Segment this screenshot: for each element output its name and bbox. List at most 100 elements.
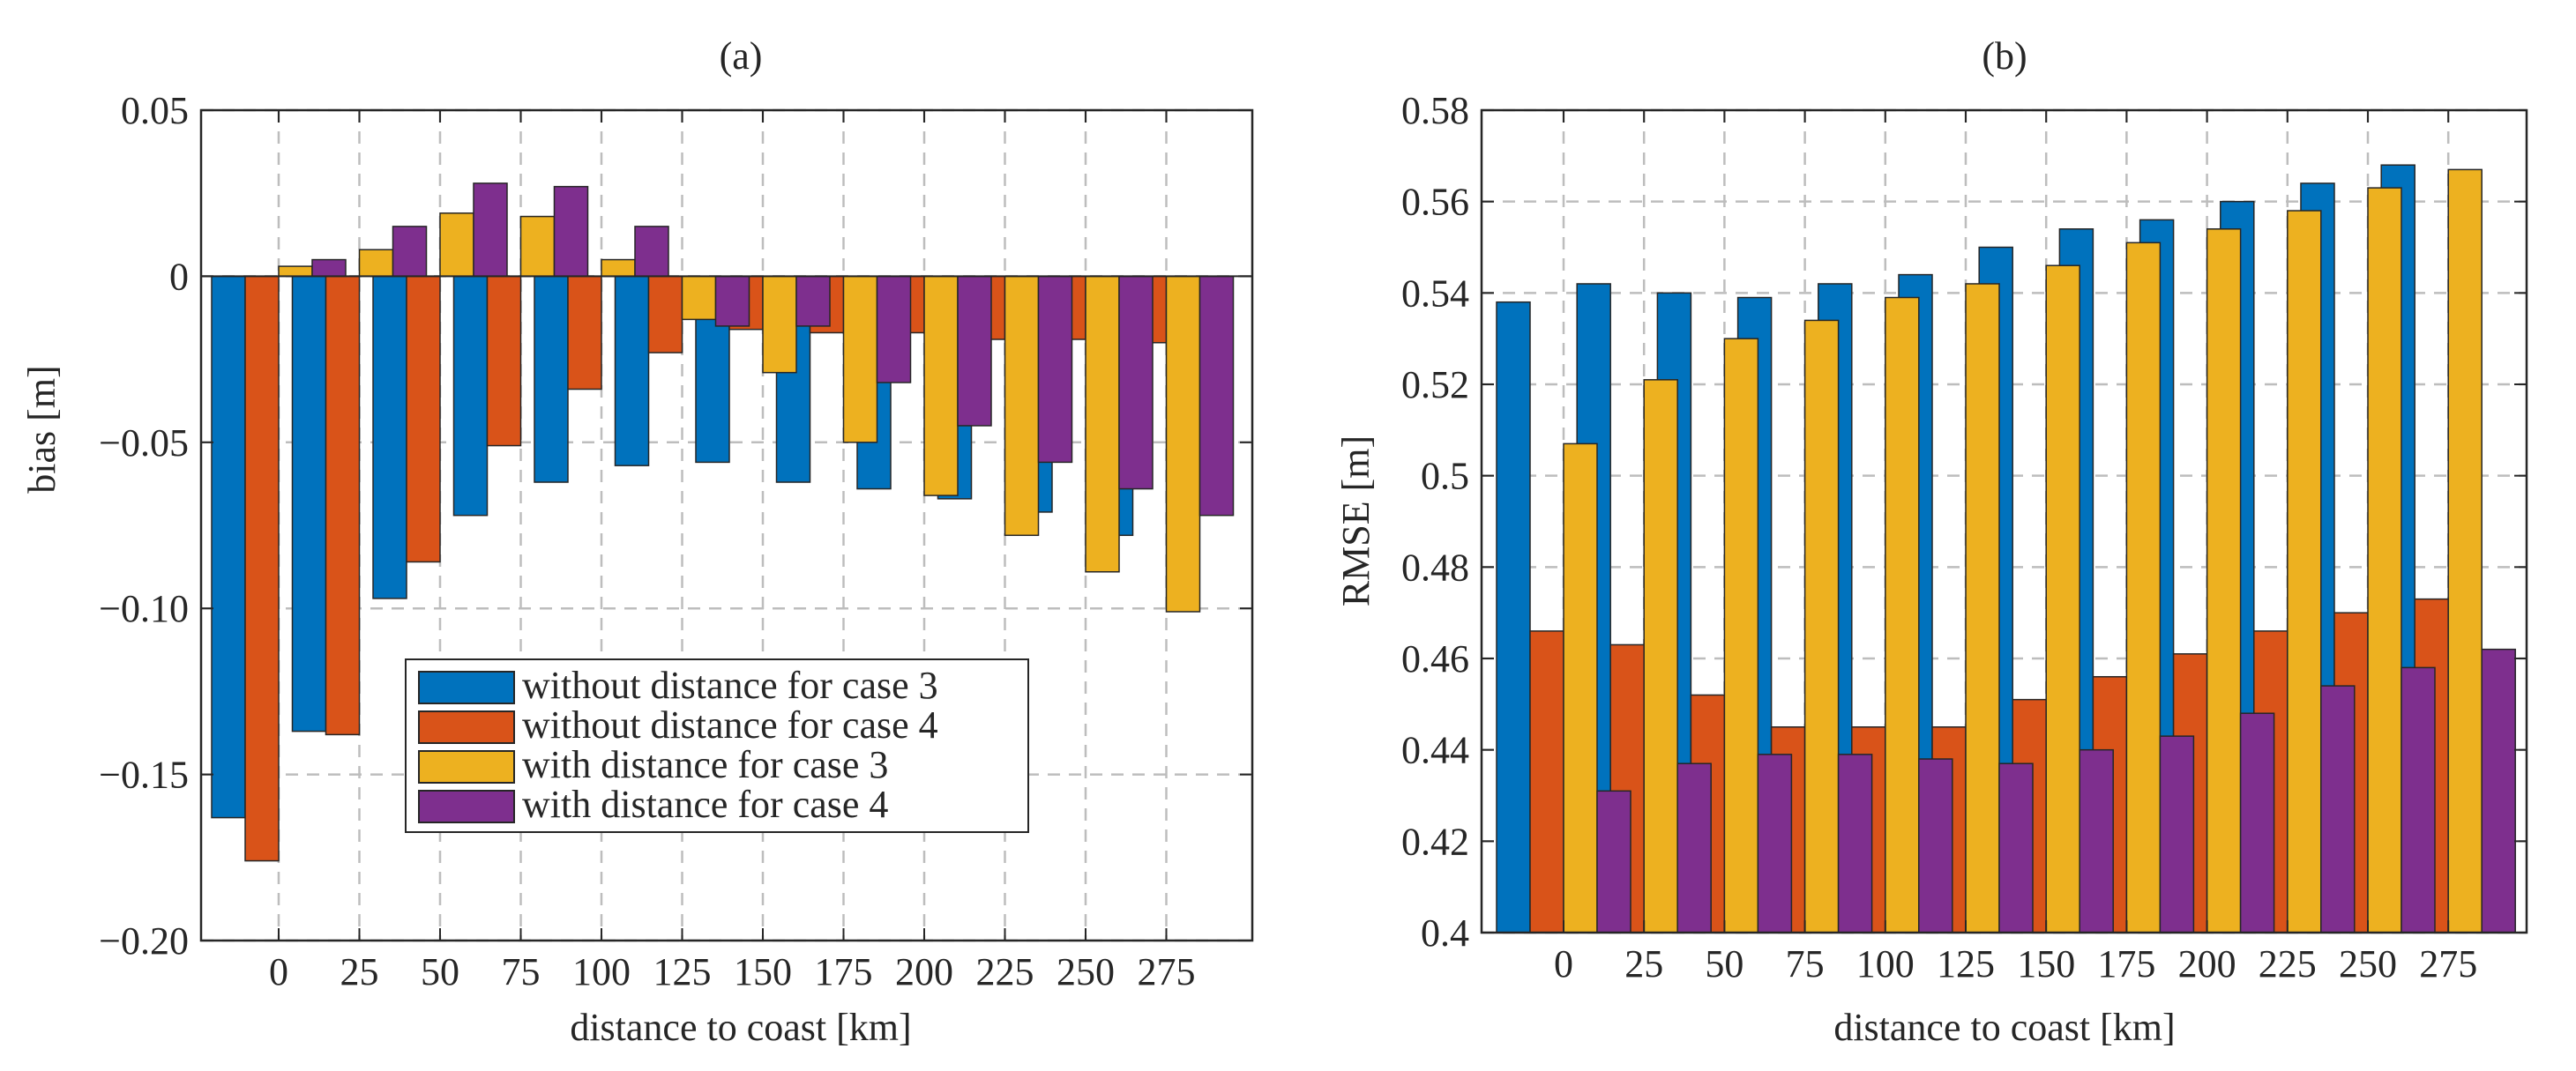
x-tick-label: 50: [1705, 942, 1743, 985]
bar-series-1-cat-100: [534, 275, 569, 483]
panel-a: (a) distance to coast [km] bias [m] 0.05…: [20, 34, 1254, 1049]
bar-series-3-cat-200: [923, 275, 959, 496]
y-tick-label: 0.05: [121, 89, 189, 132]
bar-series-1-cat-125: [614, 275, 650, 466]
panel-a-yticks: 0.05 0 −0.05 −0.10 −0.15 −0.20: [99, 89, 189, 963]
y-tick-label: 0.54: [1401, 271, 1469, 315]
x-tick-label: 150: [734, 950, 792, 993]
bar-series-4-cat-250: [2401, 666, 2436, 933]
x-tick-label: 275: [1138, 950, 1196, 993]
x-tick-label: 150: [2017, 942, 2075, 985]
y-tick-label: −0.10: [99, 587, 189, 630]
bar-series-4-cat-50: [473, 182, 508, 278]
x-tick-label: 0: [269, 950, 288, 993]
panel-b-xlabel: distance to coast [km]: [1833, 1006, 2175, 1049]
panel-b: (b) distance to coast [km] RMSE [m] 0.58…: [1334, 34, 2528, 1049]
bar-series-3-cat-50: [1723, 338, 1759, 933]
bar-series-4-cat-175: [2159, 735, 2195, 933]
bar-series-3-cat-275: [2447, 168, 2483, 933]
bar-series-3-cat-100: [601, 258, 636, 278]
y-tick-label: 0.56: [1401, 181, 1469, 224]
x-tick-label: 75: [502, 950, 541, 993]
bar-series-3-cat-50: [439, 212, 474, 278]
bar-series-3-cat-100: [1885, 296, 1920, 933]
bar-series-3-cat-250: [2367, 187, 2402, 933]
panel-a-xlabel: distance to coast [km]: [570, 1006, 911, 1049]
x-tick-label: 75: [1786, 942, 1825, 985]
x-tick-label: 100: [572, 950, 631, 993]
bar-series-3-cat-175: [2125, 242, 2162, 933]
bar-series-4-cat-0: [311, 258, 347, 278]
bar-series-3-cat-25: [358, 249, 394, 278]
bar-series-4-cat-250: [1118, 275, 1154, 490]
legend-label-1: without distance for case 4: [522, 703, 938, 747]
legend-label-0: without distance for case 3: [522, 664, 938, 707]
y-tick-label: −0.15: [99, 754, 189, 797]
bar-series-3-cat-25: [1643, 379, 1678, 933]
x-tick-label: 250: [2339, 942, 2397, 985]
axes-box: [199, 108, 1254, 942]
bar-series-1-cat-25: [291, 275, 327, 733]
bar-series-4-cat-200: [2239, 712, 2275, 933]
x-tick-label: 125: [653, 950, 712, 993]
bar-series-3-cat-275: [1165, 275, 1201, 613]
bar-series-1-cat-0: [1496, 301, 1531, 933]
bar-series-2-cat-100: [567, 275, 602, 390]
panel-b-yticks: 0.58 0.56 0.54 0.52 0.5 0.48 0.46 0.44 0.42 0.4: [1401, 89, 1469, 955]
y-tick-label: 0.42: [1401, 820, 1469, 863]
panel-b-axes: [1480, 108, 2528, 934]
bar-series-4-cat-25: [392, 226, 428, 278]
x-tick-label: 100: [1856, 942, 1915, 985]
bar-series-4-cat-150: [2079, 748, 2114, 933]
panel-a-legend: without distance for case 3 without dist…: [405, 658, 1029, 833]
panel-b-xticks: 0 25 50 75 100 125 150 175 200 225 250 275: [1554, 942, 2477, 985]
y-tick-label: 0.52: [1401, 363, 1469, 406]
bar-series-3-cat-225: [2287, 210, 2322, 933]
legend-swatch-0: [418, 671, 515, 704]
bar-series-2-cat-75: [486, 275, 522, 447]
bar-series-3-cat-0: [1563, 443, 1598, 933]
y-tick-label: 0.5: [1421, 455, 1469, 498]
bar-series-2-cat-25: [325, 275, 361, 736]
legend-label-3: with distance for case 4: [522, 783, 888, 826]
panel-a-xticks: 0 25 50 75 100 125 150 175 200 225 250 275: [269, 950, 1196, 993]
legend-swatch-2: [418, 750, 515, 784]
x-tick-label: 275: [2419, 942, 2477, 985]
axes-box: [1480, 108, 2528, 934]
bar-series-3-cat-200: [2206, 228, 2242, 933]
bar-series-4-cat-75: [1837, 754, 1873, 933]
bar-series-4-cat-225: [2320, 685, 2356, 933]
x-tick-label: 200: [2178, 942, 2236, 985]
bar-series-2-cat-50: [406, 275, 441, 563]
x-tick-label: 250: [1057, 950, 1115, 993]
y-tick-label: 0.48: [1401, 546, 1469, 589]
x-tick-label: 175: [2097, 942, 2155, 985]
x-tick-label: 50: [421, 950, 459, 993]
bar-series-3-cat-250: [1085, 275, 1120, 573]
panel-a-bars: [211, 182, 1235, 862]
y-tick-label: −0.20: [99, 919, 189, 963]
y-tick-label: 0.46: [1401, 637, 1469, 681]
bar-series-2-cat-125: [647, 275, 683, 353]
y-tick-label: −0.05: [99, 421, 189, 465]
x-tick-label: 0: [1554, 942, 1573, 985]
bar-series-4-cat-100: [634, 226, 669, 278]
bar-series-4-cat-25: [1676, 762, 1712, 933]
bar-series-4-cat-275: [2481, 648, 2516, 933]
bar-series-4-cat-175: [876, 275, 912, 383]
bar-series-3-cat-150: [762, 275, 797, 374]
x-tick-label: 225: [976, 950, 1034, 993]
y-tick-label: 0.58: [1401, 89, 1469, 132]
panel-b-ylabel: RMSE [m]: [1334, 435, 1378, 606]
bar-series-4-cat-100: [1918, 758, 1953, 933]
bar-series-3-cat-175: [842, 275, 878, 443]
bar-series-4-cat-275: [1198, 275, 1235, 517]
legend-swatch-3: [418, 790, 515, 823]
panel-a-axes: [199, 108, 1254, 942]
panel-b-bars: [1496, 164, 2516, 933]
bar-series-3-cat-0: [278, 265, 313, 278]
bar-series-3-cat-75: [1803, 319, 1840, 933]
panel-a-ylabel: bias [m]: [20, 365, 63, 493]
bar-series-1-cat-75: [452, 275, 489, 517]
